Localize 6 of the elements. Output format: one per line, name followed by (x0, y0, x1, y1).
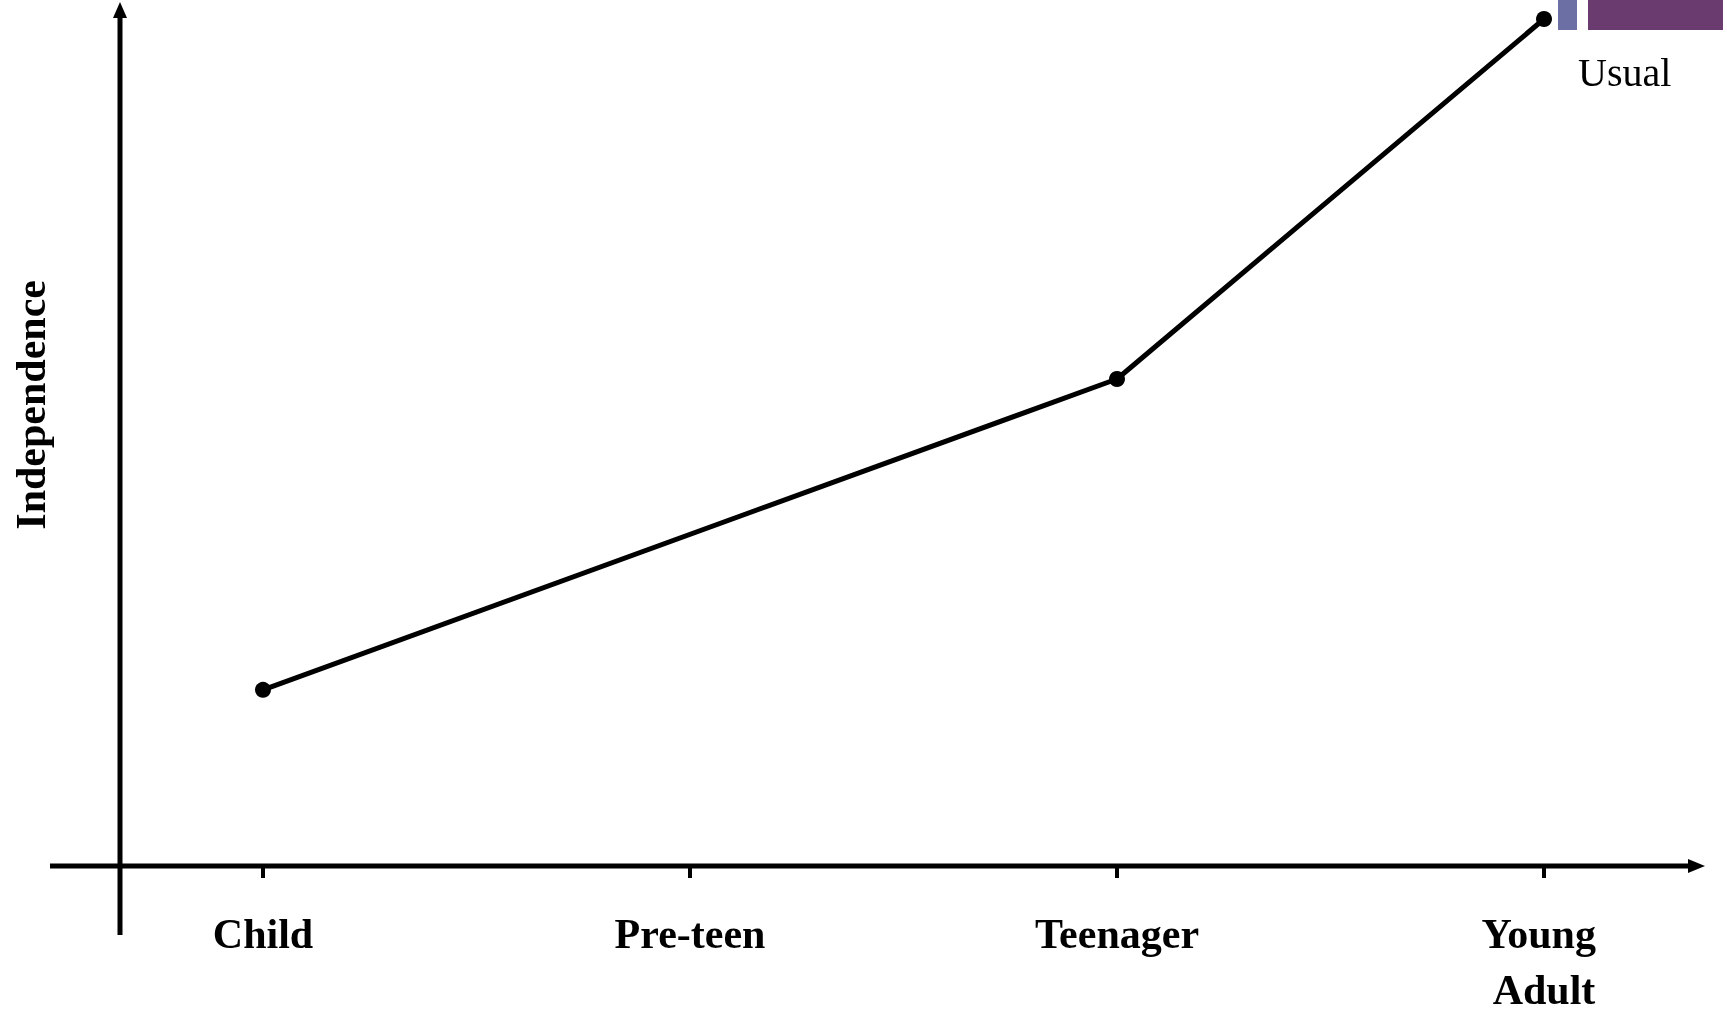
x-tick-label: Child (212, 911, 314, 957)
y-axis-title: Independence (8, 280, 54, 530)
x-tick-label: Teenager (1034, 911, 1200, 957)
x-tick-label: Pre-teen (614, 911, 766, 957)
series-label: Usual (1578, 49, 1672, 95)
x-tick-label: Young Adult (1481, 911, 1607, 1013)
